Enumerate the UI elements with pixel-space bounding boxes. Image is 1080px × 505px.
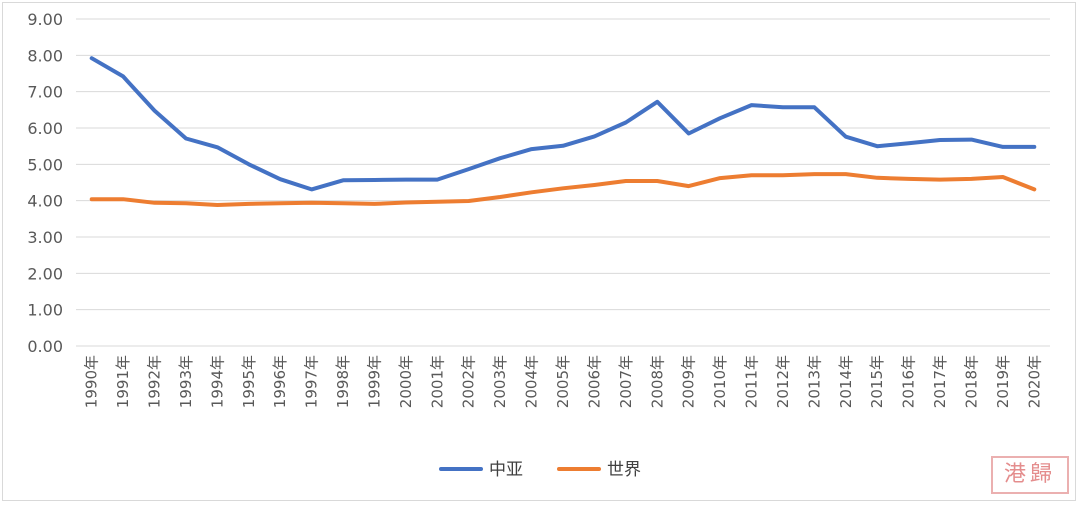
x-tick-label: 2010年: [711, 355, 729, 408]
x-tick-label: 2015年: [868, 355, 886, 408]
x-tick-label: 2002年: [460, 355, 478, 408]
x-tick-label: 1992年: [146, 355, 164, 408]
y-tick-label: 6.00: [27, 119, 63, 138]
x-tick-label: 2009年: [680, 355, 698, 408]
line-chart: 0.00 1.00 2.00 3.00 4.00 5.00 6.00 7.00 8.00 9.00…: [27, 10, 1050, 480]
x-tick-label: 2011年: [743, 355, 761, 408]
y-tick-label: 3.00: [27, 228, 63, 247]
x-tick-label: 2014年: [837, 355, 855, 408]
y-tick-label: 5.00: [27, 155, 63, 174]
y-tick-label: 7.00: [27, 83, 63, 102]
y-axis-ticks: 0.00 1.00 2.00 3.00 4.00 5.00 6.00 7.00 8.00 9.00: [27, 10, 63, 356]
x-tick-label: 2004年: [523, 355, 541, 408]
x-tick-label: 2012年: [774, 355, 792, 408]
x-tick-label: 1991年: [114, 355, 132, 408]
grid-lines: [76, 18, 1050, 347]
legend-label-1: 世界: [607, 460, 641, 480]
y-tick-label: 0.00: [27, 337, 63, 356]
x-tick-label: 1997年: [303, 355, 321, 408]
x-tick-label: 2003年: [491, 355, 509, 408]
x-tick-label: 2000年: [397, 355, 415, 408]
x-tick-label: 2019年: [994, 355, 1012, 408]
x-tick-label: 1999年: [365, 355, 383, 408]
y-tick-label: 8.00: [27, 46, 63, 65]
y-tick-label: 2.00: [27, 264, 63, 283]
x-tick-label: 2005年: [554, 355, 572, 408]
x-tick-label: 2001年: [428, 355, 446, 408]
series-line-0: [89, 56, 1037, 192]
series-line-1: [89, 172, 1037, 207]
x-tick-label: 2006年: [585, 355, 603, 408]
x-tick-label: 2013年: [805, 355, 823, 408]
x-tick-label: 1993年: [177, 355, 195, 408]
y-tick-label: 1.00: [27, 301, 63, 320]
y-tick-label: 9.00: [27, 10, 63, 29]
y-tick-label: 4.00: [27, 192, 63, 211]
x-tick-label: 1990年: [83, 355, 101, 408]
legend: 中亚 世界: [439, 460, 641, 480]
x-tick-label: 2007年: [617, 355, 635, 408]
x-tick-label: 1998年: [334, 355, 352, 408]
x-tick-label: 1996年: [271, 355, 289, 408]
x-axis-ticks: 1990年 1991年 1992年 1993年 1994年 1995年 1996年 1997年…: [83, 355, 1044, 408]
x-tick-label: 2008年: [648, 355, 666, 408]
x-tick-label: 1995年: [240, 355, 258, 408]
watermark-stamp: 港歸: [991, 456, 1069, 494]
x-tick-label: 2018年: [962, 355, 980, 408]
x-tick-label: 2020年: [1025, 355, 1043, 408]
series-lines: [89, 56, 1037, 207]
x-tick-label: 2017年: [931, 355, 949, 408]
legend-label-0: 中亚: [489, 460, 523, 480]
x-tick-label: 2016年: [900, 355, 918, 408]
x-tick-label: 1994年: [208, 355, 226, 408]
